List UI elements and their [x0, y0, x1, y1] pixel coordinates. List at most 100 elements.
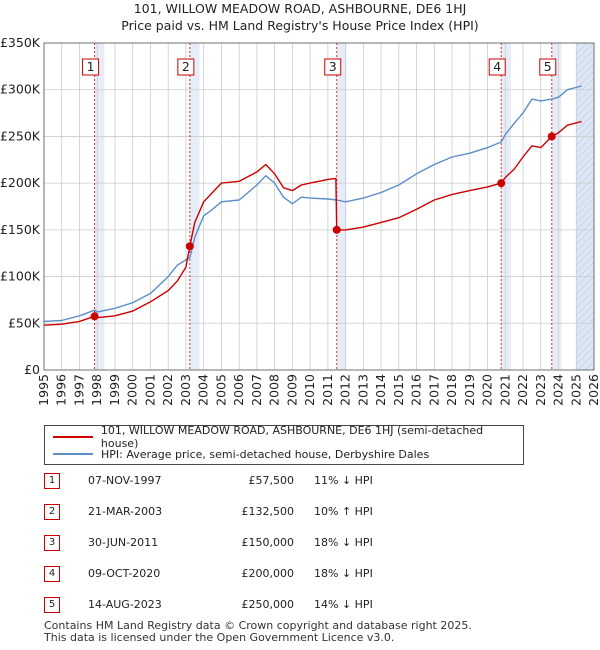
annotation-box-5	[539, 58, 557, 76]
x-tick-label: 2017	[426, 374, 441, 406]
annotation-box-3	[324, 58, 342, 76]
sale-shade-3	[336, 43, 347, 370]
sale-number-badge: 5	[44, 597, 60, 613]
y-tick-label: £300K	[0, 82, 41, 97]
sale-date: 09-OCT-2020	[88, 567, 161, 580]
legend-item-property: 101, WILLOW MEADOW ROAD, ASHBOURNE, DE6 …	[53, 424, 523, 450]
sale-shade-2	[189, 43, 200, 370]
x-tick-label: 2023	[533, 374, 548, 406]
annotation-label-1: 1	[87, 59, 95, 74]
sale-number-badge: 1	[44, 473, 60, 489]
x-tick-label: 1997	[71, 374, 86, 406]
x-tick-label: 2025	[568, 374, 583, 406]
sale-date: 21-MAR-2003	[88, 505, 163, 518]
x-tick-label: 2008	[267, 374, 282, 406]
plot-frame	[43, 42, 595, 371]
table-row: 1 07-NOV-1997 £57,500 11% ↓ HPI	[44, 473, 444, 491]
sale-price: £200,000	[241, 567, 295, 580]
sale-shade-4	[501, 43, 511, 370]
y-tick-label: £150K	[0, 222, 41, 237]
legend: 101, WILLOW MEADOW ROAD, ASHBOURNE, DE6 …	[44, 424, 524, 465]
x-tick-label: 1996	[54, 374, 69, 406]
table-row: 2 21-MAR-2003 £132,500 10% ↑ HPI	[44, 504, 444, 522]
sale-point-1	[90, 312, 99, 321]
x-tick-label: 2021	[497, 374, 512, 406]
x-tick-label: 2012	[338, 374, 353, 406]
sale-shade-5	[551, 43, 562, 370]
sale-hpi-diff: 18% ↓ HPI	[314, 567, 373, 580]
sale-date: 07-NOV-1997	[88, 474, 162, 487]
legend-label-property: 101, WILLOW MEADOW ROAD, ASHBOURNE, DE6 …	[100, 424, 484, 450]
annotation-label-5: 5	[544, 59, 552, 74]
x-tick-label: 2006	[231, 374, 246, 406]
annotation-box-1	[82, 58, 100, 76]
sale-number-badge: 4	[44, 566, 60, 582]
footer-copyright: Contains HM Land Registry data © Crown c…	[44, 619, 472, 632]
x-tick-label: 2018	[444, 374, 459, 406]
x-tick-label: 1995	[36, 374, 51, 406]
x-tick-label: 2007	[249, 374, 264, 406]
x-tick-label: 2019	[462, 374, 477, 406]
y-tick-label: £350K	[0, 35, 41, 50]
hpi-line	[43, 85, 582, 323]
y-tick-label: £100K	[0, 269, 41, 284]
table-row: 5 14-AUG-2023 £250,000 14% ↓ HPI	[44, 597, 444, 615]
x-tick-label: 2000	[125, 374, 140, 406]
annotation-box-2	[177, 58, 195, 76]
footer-licence: This data is licensed under the Open Gov…	[44, 631, 395, 644]
x-tick-label: 2013	[355, 374, 370, 406]
sale-number-badge: 3	[44, 535, 60, 551]
x-tick-label: 2003	[178, 374, 193, 406]
future-hatch	[576, 43, 594, 370]
sale-date: 14-AUG-2023	[88, 598, 162, 611]
sale-hpi-diff: 18% ↓ HPI	[314, 536, 373, 549]
sale-point-2	[185, 242, 194, 251]
y-tick-label: £0	[24, 362, 40, 377]
annotation-label-2: 2	[182, 59, 190, 74]
price-chart: 1 2 3 4 5 £0 £50K £100K £150K £200K £250K £300K £350…	[0, 35, 600, 406]
x-tick-label: 2026	[586, 374, 600, 406]
sale-hpi-diff: 10% ↑ HPI	[314, 505, 373, 518]
x-tick-label: 2010	[302, 374, 317, 406]
x-tick-label: 1998	[89, 374, 104, 406]
legend-label-hpi: HPI: Average price, semi-detached house,…	[101, 447, 430, 461]
chart-title-line1: 101, WILLOW MEADOW ROAD, ASHBOURNE, DE6 …	[133, 1, 467, 16]
sale-hpi-diff: 11% ↓ HPI	[314, 474, 373, 487]
sale-date: 30-JUN-2011	[88, 536, 159, 549]
x-tick-label: 2001	[142, 374, 157, 406]
x-tick-label: 2014	[373, 374, 388, 406]
x-tick-label: 2016	[409, 374, 424, 406]
sale-price: £150,000	[241, 536, 295, 549]
x-tick-label: 2005	[213, 374, 228, 406]
sale-point-3	[332, 225, 341, 234]
legend-swatch-property	[53, 436, 93, 438]
annotation-box-4	[488, 58, 506, 76]
x-tick-label: 2020	[480, 374, 495, 406]
sale-number-badge: 2	[44, 504, 60, 520]
sale-price: £132,500	[241, 505, 295, 518]
sale-price: £250,000	[241, 598, 295, 611]
x-tick-label: 2004	[196, 374, 211, 406]
y-tick-label: £200K	[0, 175, 41, 190]
x-tick-label: 1999	[107, 374, 122, 406]
x-tick-label: 2009	[284, 374, 299, 406]
legend-item-hpi: HPI: Average price, semi-detached house,…	[53, 446, 429, 462]
x-tick-label: 2024	[551, 374, 566, 406]
annotation-label-4: 4	[493, 59, 501, 74]
x-tick-label: 2022	[515, 374, 530, 406]
sale-price: £57,500	[248, 474, 295, 487]
sale-hpi-diff: 14% ↓ HPI	[314, 598, 373, 611]
sale-point-4	[497, 179, 506, 188]
sale-point-5	[547, 132, 556, 141]
chart-subtitle: Price paid vs. HM Land Registry's House …	[121, 18, 479, 33]
annotation-label-3: 3	[329, 59, 337, 74]
table-row: 4 09-OCT-2020 £200,000 18% ↓ HPI	[44, 566, 444, 584]
table-row: 3 30-JUN-2011 £150,000 18% ↓ HPI	[44, 535, 444, 553]
property-price-line	[43, 120, 582, 326]
sale-shade-1	[94, 43, 105, 370]
x-tick-label: 2011	[320, 374, 335, 406]
y-tick-label: £50K	[8, 315, 41, 330]
x-tick-label: 2002	[160, 374, 175, 406]
legend-swatch-hpi	[53, 453, 93, 455]
y-tick-label: £250K	[0, 128, 41, 143]
